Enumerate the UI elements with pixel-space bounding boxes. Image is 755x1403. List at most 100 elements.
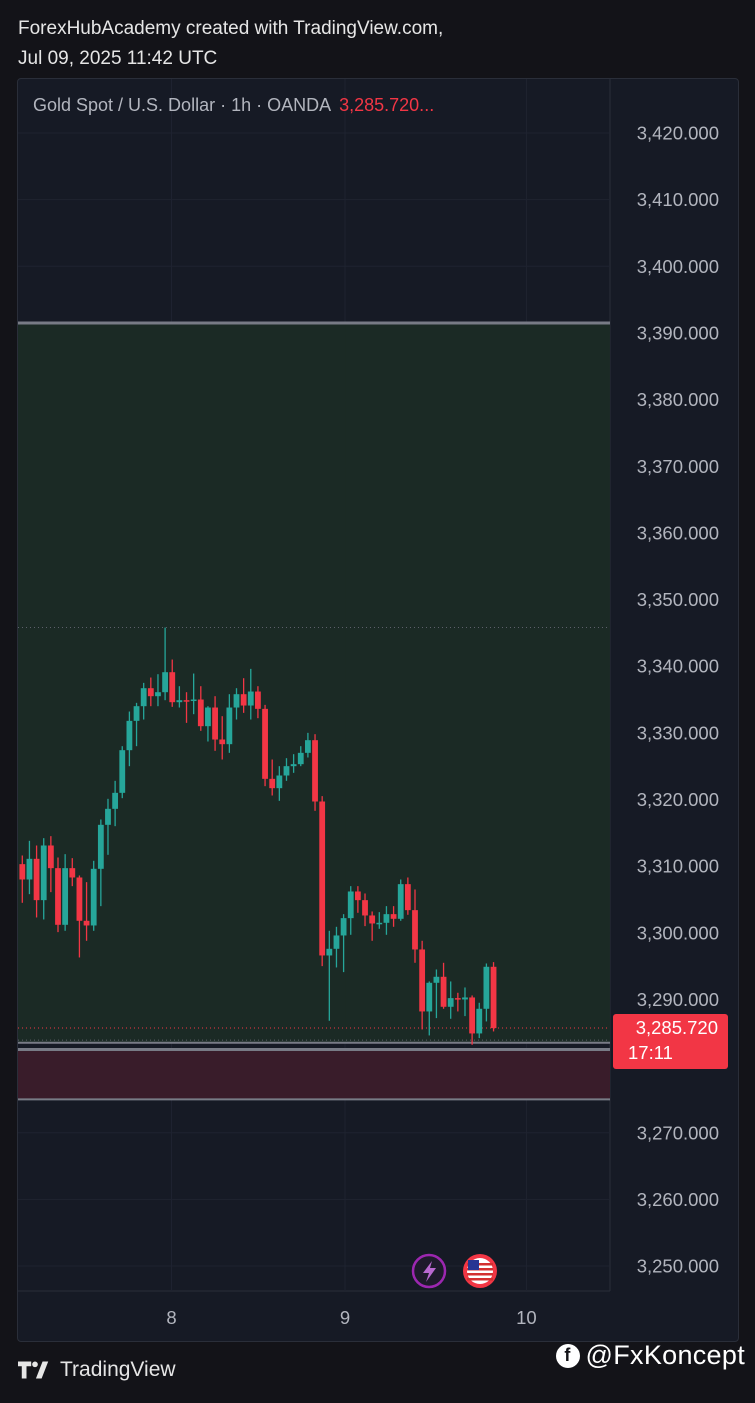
candle-down [312,740,318,802]
candle-up [476,1008,483,1034]
y-tick-label: 3,270.000 [637,1122,719,1143]
candle-down [404,884,411,911]
chart-legend: Gold Spot / U.S. Dollar · 1h · OANDA 3,28… [33,95,434,116]
legend-price: 3,285.720... [339,95,435,115]
header-date-line: Jul 09, 2025 11:42 UTC [18,48,218,69]
candle-up [426,982,433,1012]
event-icons [411,1253,497,1289]
candle-down [362,900,368,916]
y-tick-label: 3,360.000 [637,522,719,543]
candle-up [190,699,197,702]
x-tick-label: 10 [516,1307,537,1328]
candle-down [197,699,204,727]
candle-up [205,707,211,727]
candle-up [97,824,104,869]
candle-up [140,688,147,707]
y-tick-label: 3,410.000 [637,189,719,210]
tradingview-logo-icon [18,1361,49,1379]
candle-up [333,935,340,949]
candle-down [47,845,54,869]
footer-brand-label: TradingView [60,1358,176,1381]
candle-up [383,914,390,923]
y-tick-label: 3,340.000 [637,656,719,677]
candle-up [376,922,383,925]
candle-up [126,720,133,751]
candle-down [147,688,154,697]
candle-down [83,920,90,926]
candle-down [440,976,447,1007]
candle-up [155,692,161,697]
candle-up [40,845,47,901]
candle-down [454,998,461,1000]
y-tick-label: 3,300.000 [637,922,719,943]
candle-up [340,918,347,936]
current-price-label: 3,285.720 [636,1017,718,1038]
chart-header: ForexHubAcademy created with TradingView… [18,14,443,74]
zones [18,321,610,1101]
candle-up [133,706,140,721]
candle-down [212,707,218,740]
dotted-levels [18,627,610,1041]
supply-zone [18,1049,610,1100]
y-tick-label: 3,420.000 [637,123,719,144]
watermark: f @FxKoncept [555,1340,745,1371]
y-tick-label: 3,380.000 [637,389,719,410]
candle-down [469,997,476,1034]
candle-up [247,691,254,706]
y-tick-label: 3,370.000 [637,456,719,477]
candle-up [176,700,183,703]
candle-up [62,868,69,925]
candle-up [226,707,233,745]
candle-up [447,998,454,1007]
y-tick-label: 3,350.000 [637,589,719,610]
candlestick-chart[interactable]: 3,420.000 3,410.000 3,400.000 3,390.000 3,38… [18,79,738,1341]
y-tick-label: 3,400.000 [637,256,719,277]
y-tick-label: 3,310.000 [637,856,719,877]
y-tick-label: 3,290.000 [637,989,719,1010]
candle-up [119,750,126,793]
candle-down [19,864,26,880]
legend-symbol: Gold Spot / U.S. Dollar · 1h · OANDA [33,95,332,115]
candle-down [255,691,261,709]
candle-down [490,966,497,1029]
candle-down [33,858,40,901]
y-tick-label: 3,320.000 [637,789,719,810]
candle-up [347,891,354,919]
candle-down [219,739,226,745]
candles [19,627,497,1045]
candle-up [397,884,404,919]
facebook-icon: f [555,1343,580,1368]
candle-up [283,766,290,776]
candle-up [462,997,468,1000]
chart-frame[interactable]: 3,420.000 3,410.000 3,400.000 3,390.000 3,38… [17,78,739,1342]
y-tick-label: 3,260.000 [637,1189,719,1210]
candle-down [412,910,418,950]
candle-down [55,868,61,925]
candle-down [262,708,268,779]
candle-down [76,877,83,921]
candle-up [105,808,111,825]
candle-up [233,694,240,708]
y-tick-label: 3,330.000 [637,722,719,743]
header-author-line: ForexHubAcademy created with TradingView… [18,18,444,39]
candle-up [297,752,304,765]
candle-up [433,976,440,983]
footer-brand: TradingView [18,1358,176,1382]
candle-up [326,948,333,956]
candle-up [26,858,33,880]
candle-up [276,775,283,789]
candle-up [290,764,297,767]
candle-down [369,915,376,924]
x-axis: 8 9 10 [166,1307,536,1328]
candle-down [419,949,426,1012]
candle-down [240,694,247,706]
candle-up [483,966,490,1009]
current-price-box [613,1013,728,1069]
candle-down [354,891,361,901]
x-tick-label: 8 [166,1307,176,1328]
current-price-marker: 3,285.720 17:11 [613,1013,728,1069]
us-flag-event-icon [463,1254,497,1288]
candle-down [319,801,326,956]
candle-down [183,700,190,702]
candle-up [305,740,311,753]
